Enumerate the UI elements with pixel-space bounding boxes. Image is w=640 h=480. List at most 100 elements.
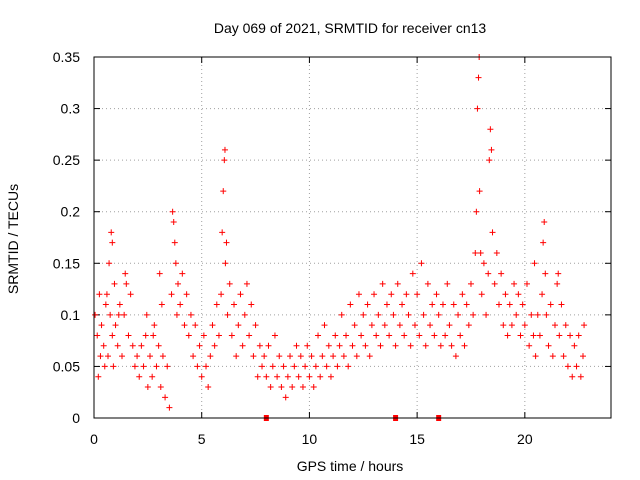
data-point xyxy=(371,291,378,298)
data-point xyxy=(536,332,543,339)
data-point xyxy=(295,373,302,380)
data-point xyxy=(336,342,343,349)
data-point xyxy=(203,363,210,370)
data-point xyxy=(256,342,263,349)
data-point xyxy=(575,332,582,339)
data-point xyxy=(532,353,539,360)
data-point xyxy=(228,332,235,339)
data-point xyxy=(185,332,192,339)
grid-lines xyxy=(94,57,611,418)
data-point xyxy=(134,353,141,360)
y-tick-label: 0.1 xyxy=(61,307,81,323)
data-point xyxy=(403,291,410,298)
data-point xyxy=(119,353,126,360)
data-point xyxy=(259,363,266,370)
data-point xyxy=(308,353,315,360)
axis-ticks: 0 5 10 15 20 0 0.05 0.1 0.15 0.2 0.25 0.3 0.35 xyxy=(53,49,611,447)
data-point xyxy=(222,260,229,267)
data-point xyxy=(486,157,493,164)
data-point xyxy=(171,239,178,246)
data-point xyxy=(166,404,173,411)
data-point xyxy=(531,260,538,267)
data-point xyxy=(173,311,180,318)
data-point xyxy=(487,126,494,133)
data-point xyxy=(323,363,330,370)
data-point xyxy=(122,270,129,277)
data-point xyxy=(439,301,446,308)
data-point xyxy=(459,291,466,298)
data-point xyxy=(540,239,547,246)
data-point xyxy=(205,384,212,391)
data-point xyxy=(231,301,238,308)
data-point xyxy=(470,311,477,318)
data-point xyxy=(175,280,182,287)
data-point xyxy=(108,229,115,236)
data-point xyxy=(92,311,99,318)
data-point xyxy=(187,311,194,318)
data-point xyxy=(396,322,403,329)
data-point xyxy=(401,332,408,339)
data-point xyxy=(381,322,388,329)
data-point xyxy=(317,373,324,380)
data-point xyxy=(457,332,464,339)
data-point xyxy=(190,353,197,360)
data-point xyxy=(465,322,472,329)
data-point xyxy=(321,322,328,329)
data-point xyxy=(269,363,276,370)
data-point xyxy=(530,332,537,339)
data-point xyxy=(196,342,203,349)
data-point xyxy=(444,280,451,287)
data-point xyxy=(349,342,356,349)
data-point xyxy=(493,249,500,256)
data-point xyxy=(94,332,101,339)
data-point xyxy=(478,291,485,298)
y-axis-label: SRMTID / TECUs xyxy=(5,184,21,294)
data-point xyxy=(407,342,414,349)
y-tick-label: 0 xyxy=(72,410,80,426)
data-point xyxy=(144,384,151,391)
data-point xyxy=(220,188,227,195)
data-point xyxy=(149,373,156,380)
data-point xyxy=(368,322,375,329)
data-point xyxy=(411,322,418,329)
data-point xyxy=(111,280,118,287)
data-point xyxy=(549,353,556,360)
data-point xyxy=(558,301,565,308)
data-point xyxy=(500,322,507,329)
data-point xyxy=(388,291,395,298)
data-point xyxy=(573,363,580,370)
data-point xyxy=(543,311,550,318)
data-point xyxy=(114,342,121,349)
data-point xyxy=(450,301,457,308)
data-point xyxy=(235,322,242,329)
data-point xyxy=(213,301,220,308)
data-point xyxy=(150,332,157,339)
data-point xyxy=(452,353,459,360)
data-point xyxy=(274,373,281,380)
data-point xyxy=(364,301,371,308)
data-point xyxy=(409,270,416,277)
data-point xyxy=(293,342,300,349)
data-point xyxy=(98,322,105,329)
data-point xyxy=(96,291,103,298)
data-point xyxy=(366,353,373,360)
data-point xyxy=(153,363,160,370)
data-point xyxy=(181,322,188,329)
data-point xyxy=(140,363,147,370)
data-point xyxy=(243,280,250,287)
data-point xyxy=(495,301,502,308)
y-tick-label: 0.2 xyxy=(61,204,81,220)
data-point xyxy=(431,332,438,339)
data-point xyxy=(107,311,114,318)
data-point xyxy=(474,105,481,112)
data-point xyxy=(554,280,561,287)
data-point xyxy=(219,229,226,236)
data-point xyxy=(112,322,119,329)
data-point xyxy=(209,322,216,329)
data-point xyxy=(221,157,228,164)
data-point xyxy=(358,332,365,339)
data-point xyxy=(340,353,347,360)
data-point xyxy=(375,311,382,318)
data-point xyxy=(265,342,272,349)
